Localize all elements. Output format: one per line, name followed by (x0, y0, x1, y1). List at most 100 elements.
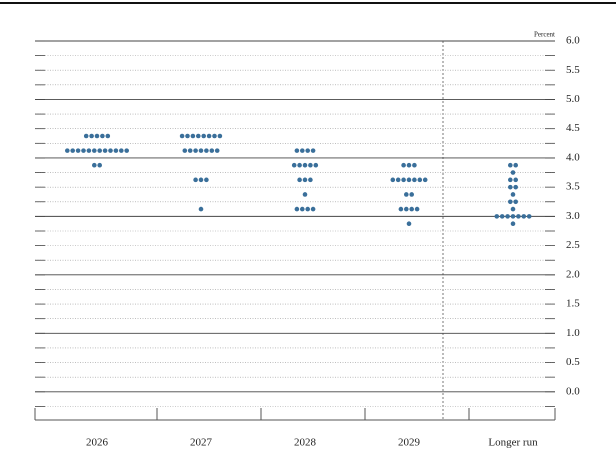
dot (300, 148, 305, 153)
dot (75, 148, 81, 153)
x-tick-label: 2028 (294, 437, 317, 449)
dot (89, 133, 94, 139)
x-tick-label: 2026 (86, 437, 109, 449)
dot (505, 214, 510, 219)
dot (308, 162, 313, 168)
dot (302, 177, 308, 183)
dot (508, 177, 513, 183)
dot (412, 177, 417, 183)
dot (108, 148, 113, 153)
dot (422, 177, 428, 183)
dot (182, 148, 188, 153)
y-axis-label: Percent (534, 31, 555, 39)
dot (499, 214, 505, 219)
dot (206, 133, 212, 139)
dot (193, 148, 198, 153)
dot (204, 148, 209, 153)
y-tick-label: 6.0 (566, 35, 580, 47)
dot (300, 206, 305, 212)
dot (217, 133, 223, 139)
x-tick-label: 2027 (190, 437, 213, 449)
dot (516, 214, 521, 219)
dot (513, 162, 518, 168)
dot (83, 133, 89, 139)
dot (395, 177, 401, 183)
dot (65, 148, 70, 153)
x-tick-label: 2029 (398, 437, 421, 449)
dot (510, 206, 516, 212)
dot (404, 192, 409, 197)
dot (113, 148, 119, 153)
dot (198, 177, 204, 183)
dot (190, 133, 196, 139)
dot (526, 214, 532, 219)
dot (401, 162, 406, 168)
dot (196, 133, 201, 139)
dot (513, 184, 518, 190)
dot (494, 214, 500, 219)
dot (305, 206, 311, 212)
dot (310, 148, 316, 153)
dot (508, 199, 513, 205)
dot (294, 148, 300, 153)
dot (179, 133, 185, 139)
dot (198, 148, 204, 153)
dot (302, 162, 308, 168)
dot (214, 148, 220, 153)
y-tick-label: 2.5 (566, 239, 580, 251)
y-tick-label: 5.5 (566, 64, 580, 76)
dot (521, 214, 527, 219)
dot (406, 221, 412, 226)
dot (417, 177, 423, 183)
dot (70, 148, 75, 153)
dot (201, 133, 206, 139)
dot (513, 199, 518, 205)
dot (105, 133, 111, 139)
dot (297, 177, 302, 183)
y-tick-label: 1.0 (566, 327, 580, 339)
dot (508, 162, 513, 168)
dot (193, 177, 198, 183)
dot (294, 206, 300, 212)
dot (124, 148, 129, 153)
dot (92, 162, 97, 168)
y-tick-label: 5.0 (566, 93, 580, 105)
dot (185, 133, 190, 139)
dot (510, 192, 516, 197)
dot (119, 148, 124, 153)
dot (97, 162, 102, 168)
dot (212, 133, 217, 139)
y-tick-label: 3.5 (566, 181, 580, 193)
dot (390, 177, 396, 183)
dot (198, 206, 204, 212)
dot (297, 162, 302, 168)
dot (97, 148, 102, 153)
dot (401, 177, 406, 183)
dot (404, 206, 409, 212)
dot (81, 148, 86, 153)
dot (204, 177, 209, 183)
dot (409, 192, 415, 197)
dot (508, 184, 513, 190)
dot (209, 148, 215, 153)
y-tick-label: 0.0 (566, 385, 580, 397)
dot (406, 162, 412, 168)
dot (305, 148, 311, 153)
dot (102, 148, 108, 153)
dot (313, 162, 319, 168)
dot (409, 206, 415, 212)
y-tick-label: 0.5 (566, 356, 580, 368)
y-tick-label: 1.5 (566, 298, 580, 310)
dot (414, 206, 420, 212)
dot (92, 148, 97, 153)
y-tick-label: 3.0 (566, 210, 580, 222)
dot (513, 177, 518, 183)
dot (291, 162, 297, 168)
y-tick-label: 2.0 (566, 268, 580, 280)
dot (187, 148, 193, 153)
dot (510, 221, 516, 226)
y-tick-label: 4.5 (566, 122, 580, 134)
dot (308, 177, 313, 183)
dot (94, 133, 100, 139)
